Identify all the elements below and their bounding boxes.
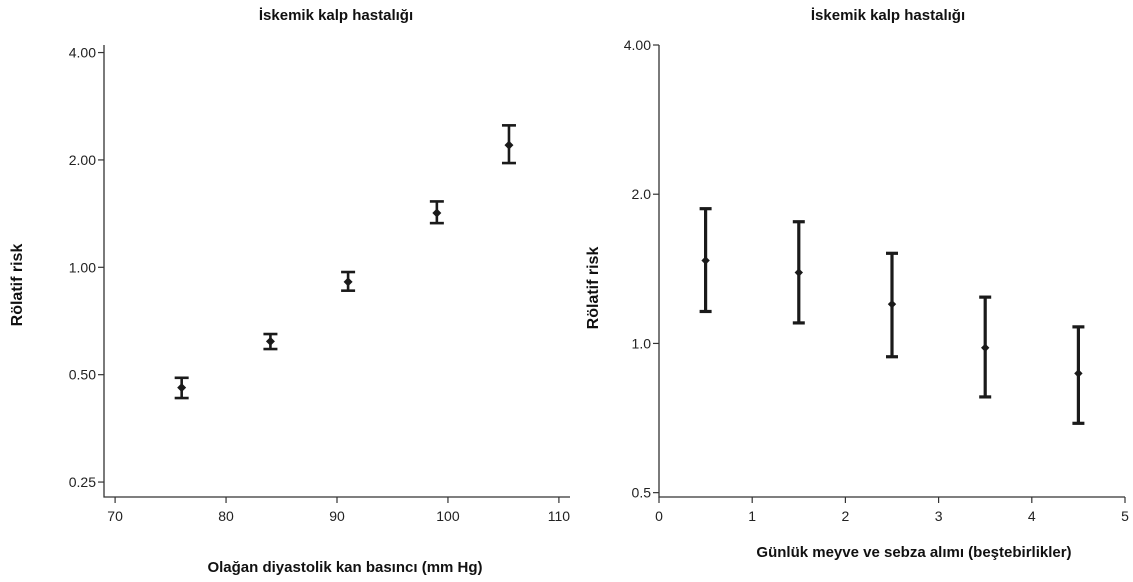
- x-tick-label: 3: [935, 508, 943, 524]
- y-tick-label: 1.00: [69, 259, 96, 275]
- data-point-group: [501, 124, 516, 165]
- y-tick-label: 4.00: [69, 45, 96, 61]
- data-point-group: [429, 200, 444, 225]
- x-tick-label: 90: [329, 508, 345, 524]
- x-tick-label: 1: [748, 508, 756, 524]
- chart-left-axes: [103, 45, 570, 498]
- y-tick-label: 2.00: [69, 152, 96, 168]
- y-tick-label: 4.00: [624, 37, 651, 53]
- data-point-group: [174, 376, 189, 400]
- data-point: [701, 256, 710, 265]
- data-point-group: [699, 207, 712, 314]
- chart-left-title: İskemik kalp hastalığı: [259, 7, 413, 24]
- data-point: [887, 299, 897, 309]
- data-point: [794, 268, 803, 277]
- chart-left-y-axis-label: Rölatif risk: [9, 244, 26, 327]
- y-tick-label: 0.50: [69, 367, 96, 383]
- x-tick-label: 0: [655, 508, 663, 524]
- y-tick-label: 0.5: [632, 485, 652, 501]
- x-tick-label: 2: [842, 508, 850, 524]
- x-tick-label: 4: [1028, 508, 1036, 524]
- y-tick-label: 1.0: [632, 335, 652, 351]
- chart-right-title: İskemik kalp hastalığı: [811, 7, 965, 24]
- y-tick-label: 0.25: [69, 474, 96, 490]
- chart-left-x-axis-label: Olağan diyastolik kan basıncı (mm Hg): [207, 559, 482, 576]
- data-point-group: [1072, 325, 1085, 425]
- chart-left: İskemik kalp hastalığı 0.25 0.50 1.00 2.00 4…: [9, 7, 570, 576]
- chart-right-x-axis-label: Günlük meyve ve sebza alımı (beştebirlik…: [756, 544, 1071, 561]
- data-point: [265, 336, 275, 346]
- data-point-group: [341, 270, 356, 292]
- x-tick-label: 5: [1121, 508, 1129, 524]
- y-tick-label: 2.0: [632, 186, 652, 202]
- x-tick-label: 80: [218, 508, 234, 524]
- data-point-group: [979, 295, 992, 399]
- data-point-group: [263, 332, 278, 351]
- x-tick-label: 110: [548, 508, 571, 524]
- x-tick-label: 100: [436, 508, 460, 524]
- data-point: [981, 343, 990, 352]
- data-point: [504, 140, 514, 150]
- data-point: [1074, 369, 1083, 378]
- chart-right-y-axis-label: Rölatif risk: [585, 247, 602, 330]
- data-point: [343, 277, 353, 287]
- chart-right: İskemik kalp hastalığı 0.5 1.0 2.0 4.00 0 1 2 3…: [585, 7, 1129, 561]
- data-point-group: [886, 251, 898, 359]
- data-point: [177, 383, 187, 393]
- data-point-group: [792, 220, 805, 325]
- x-tick-label: 70: [107, 508, 123, 524]
- data-point: [432, 208, 442, 218]
